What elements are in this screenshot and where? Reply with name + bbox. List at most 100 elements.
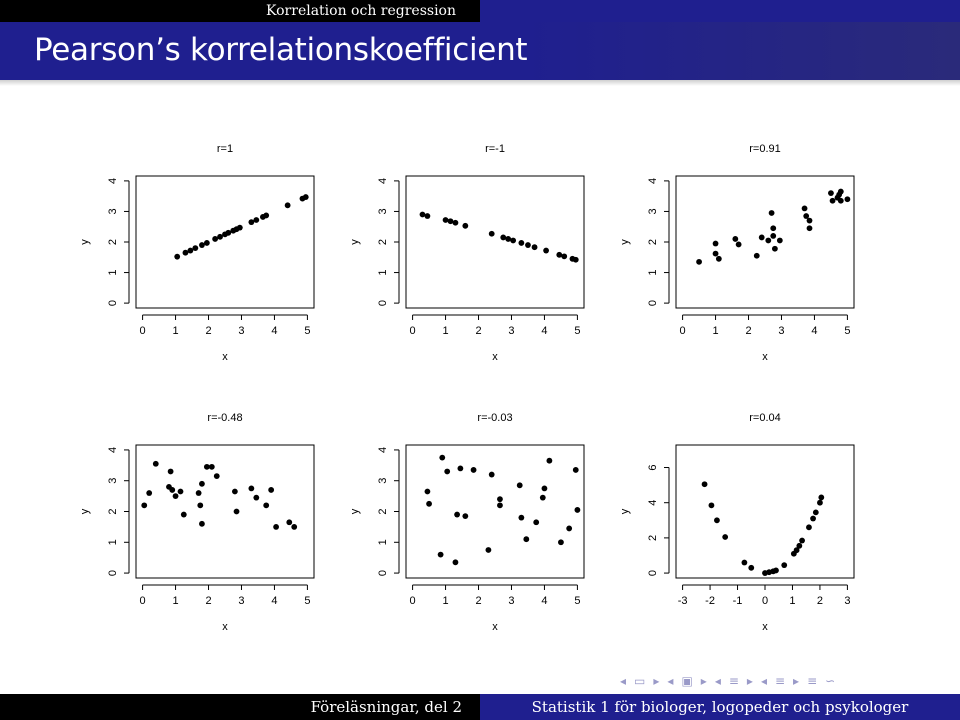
data-point <box>518 240 525 246</box>
nav-slide-icon[interactable]: ▣ <box>681 674 693 688</box>
data-point <box>770 232 777 239</box>
data-point <box>248 485 255 492</box>
data-point <box>806 225 813 232</box>
data-point <box>462 222 469 229</box>
data-point <box>525 242 531 248</box>
data-point <box>488 230 495 237</box>
nav-frame-icon[interactable]: ▭ <box>634 674 646 688</box>
data-point <box>712 250 719 257</box>
data-point <box>561 253 568 260</box>
nav-prev-subsection-icon[interactable]: ◂ <box>760 674 767 688</box>
panel-title: r=0.04 <box>749 412 781 424</box>
data-point <box>152 460 159 467</box>
data-point <box>203 240 210 246</box>
plot-frame <box>135 444 315 579</box>
data-point <box>302 194 309 200</box>
x-tick-label: 0 <box>680 325 686 337</box>
navigation-symbols[interactable]: ◂ ▭ ▸ ◂ ▣ ▸ ◂ ≡ ▸ ◂ ≡ ▸ ≡ ∽ <box>620 671 950 691</box>
y-tick-label: 0 <box>377 570 389 576</box>
title-shadow <box>0 80 960 86</box>
nav-next-slide-icon[interactable]: ▸ <box>700 674 707 688</box>
data-point <box>572 467 579 473</box>
x-tick-label: 3 <box>778 325 784 337</box>
data-point <box>806 217 813 224</box>
x-tick-label: 5 <box>574 325 580 337</box>
data-point <box>770 225 777 232</box>
y-axis-label: y <box>619 508 631 514</box>
x-tick-label: 0 <box>410 325 416 337</box>
data-point <box>146 490 153 496</box>
data-point <box>199 242 205 248</box>
x-tick-label: 2 <box>475 325 481 337</box>
y-tick-label: 1 <box>107 269 119 275</box>
x-tick-label: 2 <box>205 595 211 607</box>
nav-next-subsection-icon[interactable]: ▸ <box>793 674 800 688</box>
y-tick-label: 1 <box>647 269 659 275</box>
data-point <box>167 468 174 475</box>
data-point <box>829 197 836 204</box>
y-tick-label: 0 <box>377 300 389 306</box>
nav-next-section-icon[interactable]: ▸ <box>746 674 753 688</box>
nav-next-frame-icon[interactable]: ▸ <box>653 674 660 688</box>
y-tick-label: 4 <box>647 500 659 506</box>
x-axis-label: x <box>492 621 498 633</box>
x-tick-label: 2 <box>475 595 481 607</box>
data-point <box>712 240 719 247</box>
data-point <box>799 537 805 544</box>
data-point <box>217 233 223 240</box>
scatter-panel: r=-0.48 0 1 2 3 4 5 x 0 1 2 3 4 y <box>79 412 315 633</box>
panel-title: r=1 <box>217 143 233 155</box>
x-tick-label: 3 <box>508 595 514 607</box>
y-tick-label: 3 <box>107 478 119 484</box>
section-label: Korrelation och regression <box>0 0 480 22</box>
section-bar: Korrelation och regression <box>0 0 960 22</box>
y-tick-label: 6 <box>647 464 659 470</box>
data-point <box>187 247 194 254</box>
nav-prev-frame-icon[interactable]: ◂ <box>620 674 627 688</box>
data-point <box>195 490 202 496</box>
x-tick-label: 1 <box>442 595 448 607</box>
x-tick-label: 4 <box>271 325 277 337</box>
nav-prev-section-icon[interactable]: ◂ <box>714 674 721 688</box>
x-tick-label: 5 <box>304 325 310 337</box>
x-tick-label: -1 <box>733 595 743 607</box>
y-tick-label: 3 <box>647 208 659 214</box>
data-point <box>748 564 755 571</box>
panel-title: r=-0.48 <box>207 412 242 424</box>
data-point <box>793 547 800 554</box>
scatter-panel: r=-1 0 1 2 3 4 5 x 0 1 2 3 4 y <box>349 143 585 363</box>
nav-section-icon[interactable]: ≡ <box>728 674 739 688</box>
scatter-plot-grid: r=1 0 1 2 3 4 5 x 0 1 2 3 4 y r=-1 0 1 2 3 4 5 x 0 1 2 3 4 y r=0.91 0… <box>79 143 855 633</box>
data-point <box>708 502 715 509</box>
data-point <box>485 547 492 553</box>
data-point <box>523 536 530 543</box>
data-point <box>531 244 538 251</box>
x-axis-label: x <box>492 351 498 363</box>
x-tick-label: 0 <box>140 595 146 607</box>
nav-prev-slide-icon[interactable]: ◂ <box>667 674 674 688</box>
data-point <box>781 562 788 569</box>
nav-subsection-icon[interactable]: ≡ <box>774 674 786 688</box>
nav-align-icon[interactable]: ≡ <box>807 674 818 688</box>
x-tick-label: 3 <box>844 595 850 607</box>
plot-frame <box>675 175 855 309</box>
x-tick-label: -2 <box>705 595 715 607</box>
data-point <box>444 468 451 475</box>
data-point <box>539 494 546 501</box>
y-axis-label: y <box>619 239 631 245</box>
x-tick-label: 0 <box>140 325 146 337</box>
x-tick-label: 3 <box>508 325 514 337</box>
scatter-panel: r=-0.03 0 1 2 3 4 5 x 0 1 2 3 4 y <box>349 412 585 633</box>
data-point <box>505 236 512 242</box>
nav-search-icon[interactable]: ∽ <box>825 674 836 688</box>
data-point <box>203 463 210 470</box>
data-point <box>566 525 573 532</box>
y-tick-label: 3 <box>377 478 389 484</box>
y-tick-label: 2 <box>647 239 659 245</box>
slide-title: Pearson’s korrelationskoefficient <box>34 32 528 68</box>
data-point <box>510 237 517 244</box>
data-point <box>735 241 742 248</box>
x-tick-label: 5 <box>844 325 850 337</box>
scatter-panel: r=1 0 1 2 3 4 5 x 0 1 2 3 4 y <box>79 143 315 363</box>
y-tick-label: 1 <box>377 269 389 275</box>
